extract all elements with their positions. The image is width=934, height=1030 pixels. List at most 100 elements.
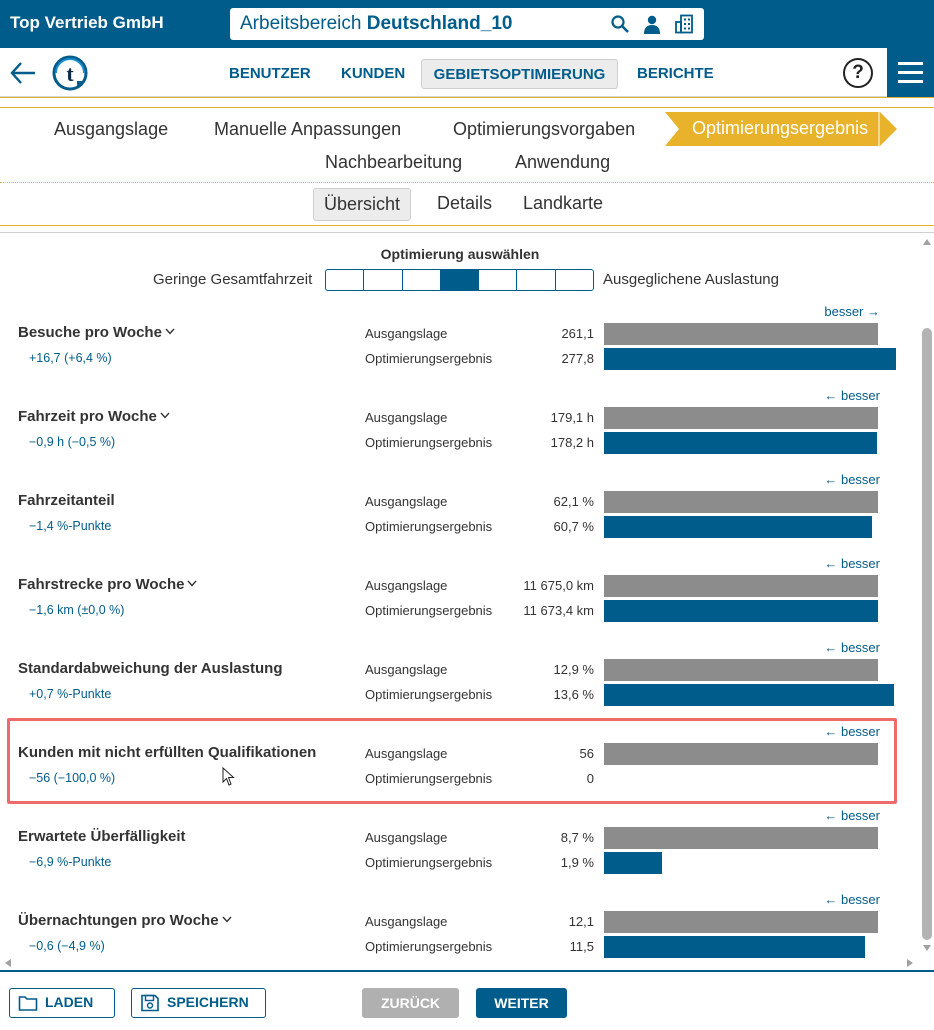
metric-title-label: Kunden mit nicht erfüllten Qualifikation…: [18, 744, 317, 761]
next-button[interactable]: WEITER: [476, 988, 567, 1018]
baseline-value: 56: [579, 746, 594, 761]
optimizer-left-label: Geringe Gesamtfahrzeit: [153, 271, 313, 288]
scroll-left-arrow-icon[interactable]: [4, 958, 12, 968]
result-label: Optimierungsergebnis: [365, 939, 493, 954]
baseline-bar: [604, 323, 878, 345]
scroll-right-arrow-icon[interactable]: [906, 958, 914, 968]
help-button[interactable]: ?: [843, 58, 873, 88]
hamburger-menu-button[interactable]: [887, 48, 934, 97]
metric-row: ← besser Fahrzeit pro Woche −0,9 h (−0,5 %…: [0, 388, 910, 472]
metric-title[interactable]: Übernachtungen pro Woche: [18, 912, 232, 929]
footer-toolbar: LADEN SPEICHERN ZURÜCK WEITER: [0, 970, 934, 1030]
metric-delta: −1,4 %-Punkte: [29, 519, 112, 533]
chevron-down-icon[interactable]: [222, 914, 232, 924]
workspace-prefix: Arbeitsbereich: [240, 13, 362, 34]
result-value: 11 673,4 km: [523, 603, 594, 618]
step-ausgangslage[interactable]: Ausgangslage: [54, 119, 169, 139]
result-value: 277,8: [561, 351, 594, 366]
workspace-selector[interactable]: Arbeitsbereich Deutschland_10: [230, 8, 704, 40]
optimization-option[interactable]: [554, 269, 594, 291]
optimization-selector[interactable]: [325, 269, 594, 291]
metric-title[interactable]: Fahrstrecke pro Woche: [18, 576, 197, 593]
load-button-label: LADEN: [45, 994, 94, 1010]
baseline-value: 12,9 %: [553, 662, 594, 677]
metric-title: Fahrzeitanteil: [18, 492, 115, 509]
result-value: 11,5: [569, 939, 594, 954]
scrollbar-thumb[interactable]: [922, 328, 932, 940]
optimization-option[interactable]: [516, 269, 556, 291]
save-button[interactable]: SPEICHERN: [131, 988, 266, 1018]
metric-title[interactable]: Besuche pro Woche: [18, 324, 175, 341]
building-icon[interactable]: [674, 14, 694, 34]
better-direction: ← besser: [824, 892, 880, 907]
metric-row: ← besser Fahrstrecke pro Woche −1,6 km (±0…: [0, 556, 910, 640]
metric-title: Standardabweichung der Auslastung: [18, 660, 282, 677]
result-bar: [604, 600, 878, 622]
tab-landkarte[interactable]: Landkarte: [523, 193, 604, 213]
step-anwendung[interactable]: Anwendung: [515, 152, 611, 172]
result-bar: [604, 684, 894, 706]
optimization-option[interactable]: [478, 269, 518, 291]
result-value: 0: [586, 771, 594, 786]
metric-row: ← besser Fahrzeitanteil −1,4 %-Punkte Ausga…: [0, 472, 910, 556]
metric-title: Kunden mit nicht erfüllten Qualifikation…: [18, 744, 316, 761]
baseline-label: Ausgangslage: [365, 578, 448, 593]
nav-benutzer[interactable]: BENUTZER: [229, 65, 311, 82]
user-icon[interactable]: [642, 14, 662, 34]
main-navigation: t BENUTZER KUNDEN GEBIETSOPTIMIERUNG BER…: [0, 48, 934, 97]
better-direction: ← besser: [824, 388, 880, 403]
back-arrow-icon[interactable]: [8, 58, 38, 88]
optimization-option[interactable]: [363, 269, 403, 291]
better-direction: ← besser: [824, 640, 880, 655]
svg-text:t: t: [66, 61, 74, 86]
baseline-bar: [604, 659, 878, 681]
chevron-down-icon[interactable]: [165, 326, 175, 336]
better-direction: ← besser: [824, 556, 880, 571]
metric-row: ← besser Kunden mit nicht erfüllten Quali…: [0, 724, 910, 808]
chevron-down-icon[interactable]: [160, 410, 170, 420]
metric-title-label: Übernachtungen pro Woche: [18, 912, 219, 929]
active-step-chevron: [665, 112, 897, 146]
load-button[interactable]: LADEN: [9, 988, 115, 1018]
metric-title-label: Fahrstrecke pro Woche: [18, 576, 185, 593]
metric-delta: +16,7 (+6,4 %): [29, 351, 112, 365]
nav-berichte[interactable]: BERICHTE: [637, 65, 714, 82]
result-bar: [604, 852, 662, 874]
back-button[interactable]: ZURÜCK: [362, 988, 459, 1018]
nav-kunden[interactable]: KUNDEN: [341, 65, 406, 82]
result-bar: [604, 516, 872, 538]
optimization-option[interactable]: [439, 269, 480, 291]
scroll-down-arrow-icon[interactable]: [922, 944, 932, 952]
chevron-down-icon[interactable]: [187, 578, 197, 588]
baseline-bar: [604, 827, 878, 849]
search-icon[interactable]: [610, 14, 630, 34]
workspace-name: Deutschland_10: [366, 13, 513, 34]
baseline-value: 62,1 %: [553, 494, 594, 509]
divider: [0, 107, 934, 108]
optimizer-title: Optimierung auswählen: [380, 246, 540, 262]
baseline-value: 12,1: [568, 914, 594, 929]
tab-uebersicht[interactable]: Übersicht: [313, 188, 412, 221]
scroll-up-arrow-icon[interactable]: [922, 238, 932, 246]
baseline-label: Ausgangslage: [365, 494, 448, 509]
optimization-option[interactable]: [401, 269, 441, 291]
metric-delta: −1,6 km (±0,0 %): [29, 603, 125, 617]
result-label: Optimierungsergebnis: [365, 603, 493, 618]
metric-row: ← besser Übernachtungen pro Woche −0,6 (−4…: [0, 892, 910, 976]
baseline-value: 179,1 h: [550, 410, 594, 425]
result-bar: [604, 432, 877, 454]
step-optimierungsvorgaben[interactable]: Optimierungsvorgaben: [453, 119, 636, 139]
metric-title[interactable]: Fahrzeit pro Woche: [18, 408, 170, 425]
step-manuelle-anpassungen[interactable]: Manuelle Anpassungen: [214, 119, 402, 139]
metric-delta: +0,7 %-Punkte: [29, 687, 112, 701]
result-bar: [604, 348, 896, 370]
step-nachbearbeitung[interactable]: Nachbearbeitung: [325, 152, 463, 172]
nav-gebietsoptimierung[interactable]: GEBIETSOPTIMIERUNG: [421, 59, 618, 89]
metric-row: ← besser Standardabweichung der Auslastun…: [0, 640, 910, 724]
optimization-option[interactable]: [325, 269, 365, 291]
metric-row: ← besser Erwartete Überfälligkeit −6,9 %-P…: [0, 808, 910, 892]
metric-title-label: Fahrzeit pro Woche: [18, 408, 157, 425]
tab-details[interactable]: Details: [437, 193, 493, 213]
result-value: 178,2 h: [550, 435, 594, 450]
step-optimierungsergebnis[interactable]: Optimierungsergebnis: [665, 112, 897, 146]
